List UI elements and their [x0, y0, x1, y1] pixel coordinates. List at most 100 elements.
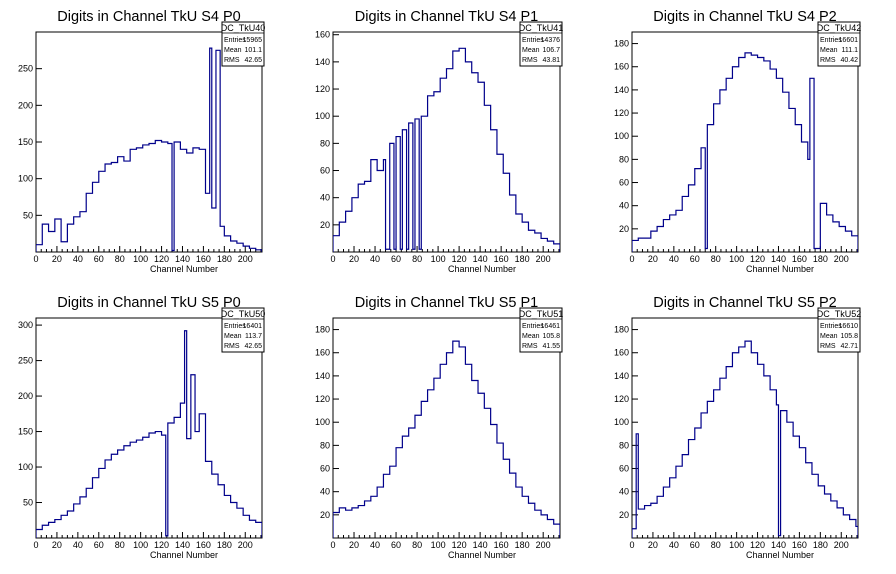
plot-frame	[631, 31, 859, 253]
histogram-series	[333, 340, 560, 538]
x-tick-label: 200	[536, 540, 551, 550]
x-tick-label: 0	[33, 254, 38, 264]
x-tick-label: 60	[690, 540, 700, 550]
x-tick-label: 160	[792, 254, 807, 264]
histogram-panel-4: Digits in Channel TkU S5 P0 0 20 40 60 80 100 1…	[18, 295, 265, 560]
x-axis-label: Channel Number	[746, 550, 814, 560]
x-tick-label: 40	[73, 540, 83, 550]
y-tick-label: 140	[315, 57, 330, 67]
x-tick-label: 80	[412, 540, 422, 550]
y-tick-label: 180	[614, 325, 629, 335]
stats-entries-value: 16461	[541, 323, 561, 330]
chart-title: Digits in Channel TkU S5 P1	[355, 295, 539, 311]
x-tick-label: 0	[629, 540, 634, 550]
y-tick-label: 20	[320, 220, 330, 230]
y-tick-label: 40	[619, 201, 629, 211]
stats-rms-label: RMS	[224, 343, 240, 350]
histogram-series	[36, 330, 262, 538]
stats-mean-label: Mean	[522, 47, 540, 54]
y-tick-label: 60	[619, 464, 629, 474]
stats-rms-label: RMS	[522, 343, 538, 350]
stats-rms-label: RMS	[820, 57, 836, 64]
x-tick-label: 0	[330, 540, 335, 550]
x-tick-label: 20	[349, 540, 359, 550]
stats-rms-value: 42.65	[244, 57, 262, 64]
chart-title: Digits in Channel TkU S5 P2	[653, 295, 837, 311]
x-tick-label: 80	[115, 540, 125, 550]
y-tick-label: 150	[18, 427, 33, 437]
x-tick-label: 100	[133, 254, 148, 264]
y-tick-label: 60	[619, 178, 629, 188]
x-tick-label: 200	[238, 540, 253, 550]
chart-title: Digits in Channel TkU S4 P0	[57, 9, 241, 25]
x-tick-label: 180	[515, 254, 530, 264]
y-tick-label: 150	[18, 137, 33, 147]
y-tick-label: 100	[18, 462, 33, 472]
x-tick-label: 60	[94, 540, 104, 550]
stats-entries-label: Entries	[224, 323, 246, 330]
x-tick-label: 120	[154, 540, 169, 550]
x-tick-label: 180	[813, 254, 828, 264]
histogram-panel-3: Digits in Channel TkU S4 P2 0 20 40 60 80 100 1…	[614, 9, 861, 274]
stats-name: DC_TkU51	[519, 309, 564, 319]
x-tick-label: 0	[33, 540, 38, 550]
x-tick-label: 200	[834, 254, 849, 264]
y-tick-label: 50	[23, 210, 33, 220]
x-axis-label: Channel Number	[746, 264, 814, 274]
stats-entries-value: 15965	[243, 37, 263, 44]
x-tick-label: 20	[52, 254, 62, 264]
x-tick-label: 40	[669, 254, 679, 264]
y-tick-label: 120	[315, 394, 330, 404]
x-tick-label: 40	[370, 540, 380, 550]
y-tick-label: 140	[614, 371, 629, 381]
y-tick-label: 60	[320, 464, 330, 474]
y-tick-label: 20	[320, 510, 330, 520]
x-tick-label: 160	[494, 254, 509, 264]
x-tick-label: 180	[515, 540, 530, 550]
histogram-series	[632, 340, 858, 538]
x-tick-label: 100	[729, 254, 744, 264]
y-tick-label: 120	[614, 108, 629, 118]
x-tick-label: 40	[669, 540, 679, 550]
y-tick-label: 60	[320, 166, 330, 176]
stats-name: DC_TkU52	[817, 309, 862, 319]
y-tick-label: 100	[18, 174, 33, 184]
x-tick-label: 140	[771, 540, 786, 550]
x-axis-label: Channel Number	[448, 550, 516, 560]
y-tick-label: 140	[614, 85, 629, 95]
x-tick-label: 0	[330, 254, 335, 264]
x-tick-label: 120	[750, 540, 765, 550]
x-tick-label: 140	[771, 254, 786, 264]
x-tick-label: 40	[73, 254, 83, 264]
plot-frame	[35, 317, 263, 539]
x-tick-label: 200	[834, 540, 849, 550]
stats-entries-label: Entries	[820, 37, 842, 44]
histogram-panel-2: Digits in Channel TkU S4 P1 0 20 40 60 80 100 1…	[315, 9, 563, 274]
x-axis-label: Channel Number	[448, 264, 516, 274]
stats-mean-value: 105.8	[840, 333, 858, 340]
y-tick-label: 120	[315, 84, 330, 94]
y-tick-label: 50	[23, 498, 33, 508]
stats-entries-label: Entries	[820, 323, 842, 330]
stats-name: DC_TkU50	[221, 309, 266, 319]
y-tick-label: 80	[320, 138, 330, 148]
y-tick-label: 40	[619, 487, 629, 497]
stats-rms-value: 40.42	[840, 57, 858, 64]
y-tick-label: 40	[320, 193, 330, 203]
y-tick-label: 160	[315, 30, 330, 40]
x-tick-label: 140	[473, 540, 488, 550]
x-axis-label: Channel Number	[150, 550, 218, 560]
stats-name: DC_TkU42	[817, 23, 862, 33]
x-tick-label: 60	[391, 540, 401, 550]
y-tick-label: 200	[18, 391, 33, 401]
histogram-panel-5: Digits in Channel TkU S5 P1 0 20 40 60 80 100 1…	[315, 295, 563, 560]
stats-mean-label: Mean	[224, 333, 242, 340]
y-tick-label: 80	[320, 440, 330, 450]
stats-entries-label: Entries	[522, 37, 544, 44]
x-tick-label: 120	[452, 254, 467, 264]
x-tick-label: 100	[431, 540, 446, 550]
x-tick-label: 20	[648, 540, 658, 550]
chart-title: Digits in Channel TkU S4 P2	[653, 9, 837, 25]
